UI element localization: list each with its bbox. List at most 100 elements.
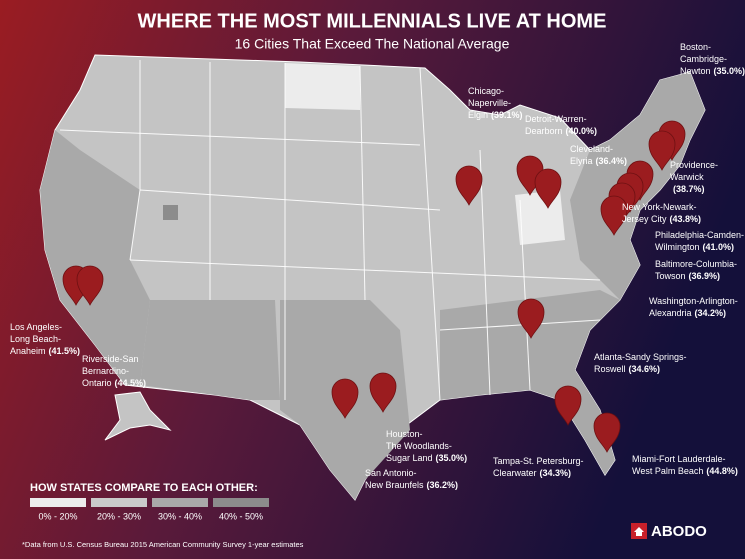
city-name-line: Warwick: [670, 172, 704, 182]
city-name: Roswell (34.6%): [594, 364, 660, 374]
pin: [554, 385, 582, 426]
city-name-line: Providence-: [670, 160, 718, 170]
city-percent: (35.0%): [714, 66, 745, 76]
city-name: New York-Newark-: [622, 202, 697, 212]
city-name-line: New Braunfels: [365, 480, 424, 490]
city-name: Philadelphia-Camden-: [655, 230, 744, 240]
city-name-line: Riverside-San: [82, 354, 139, 364]
city-name-line: Wilmington: [655, 242, 700, 252]
pin: [534, 168, 562, 209]
city-name-line: Houston-: [386, 429, 423, 439]
city-name: Cleveland-: [570, 144, 613, 154]
city-percent: (36.9%): [689, 271, 721, 281]
city-label: Atlanta-Sandy Springs- Roswell (34.6%): [594, 352, 687, 374]
region-north-dakota: [285, 63, 360, 110]
city-name-line: Long Beach-: [10, 334, 61, 344]
city-label: Baltimore-Columbia- Towson (36.9%): [655, 259, 737, 281]
city-name-line: Tampa-St. Petersburg-: [493, 456, 584, 466]
region-west: [40, 130, 150, 385]
logo: ABODO: [631, 523, 707, 540]
legend: 0% - 20% 20% - 30% 30% - 40% 40% - 50%: [30, 498, 269, 521]
city-name: Houston-: [386, 429, 423, 439]
legend-label: 0% - 20%: [38, 511, 77, 521]
city-name: West Palm Beach (44.8%): [632, 466, 738, 476]
city-name: Long Beach-: [10, 334, 61, 344]
city-name: Washington-Arlington-: [649, 296, 738, 306]
pin: [648, 130, 676, 171]
city-label: Detroit-Warren- Dearborn (40.0%): [525, 114, 597, 136]
city-percent: (44.5%): [115, 378, 147, 388]
city-percent: (36.2%): [427, 480, 459, 490]
city-name-line: Newton: [680, 66, 711, 76]
city-name: Warwick: [670, 172, 704, 182]
city-percent: (44.8%): [706, 466, 738, 476]
city-name-line: Miami-Fort Lauderdale-: [632, 454, 726, 464]
city-name-line: Elgin: [468, 110, 488, 120]
pin: [517, 298, 545, 339]
city-percent: (34.6%): [629, 364, 661, 374]
city-name: Wilmington (41.0%): [655, 242, 734, 252]
pin: [331, 378, 359, 419]
city-name: Boston-: [680, 42, 711, 52]
city-name-line: Naperville-: [468, 98, 511, 108]
city-name-line: New York-Newark-: [622, 202, 697, 212]
city-name-line: Detroit-Warren-: [525, 114, 587, 124]
city-name-line: Towson: [655, 271, 686, 281]
city-name: (38.7%): [673, 184, 705, 194]
city-percent: (34.2%): [695, 308, 727, 318]
city-name-line: Cambridge-: [680, 54, 727, 64]
city-name: Providence-: [670, 160, 718, 170]
city-name: Anaheim (41.5%): [10, 346, 80, 356]
city-name-line: Cleveland-: [570, 144, 613, 154]
title: WHERE THE MOST MILLENNIALS LIVE AT HOME: [138, 10, 607, 32]
city-name: Tampa-St. Petersburg-: [493, 456, 584, 466]
city-percent: (35.0%): [436, 453, 468, 463]
city-name: Bernardino-: [82, 366, 129, 376]
city-name: Elgin (39.1%): [468, 110, 523, 120]
city-name: Clearwater (34.3%): [493, 468, 571, 478]
city-name: Ontario (44.5%): [82, 378, 146, 388]
city-name-line: West Palm Beach: [632, 466, 703, 476]
city-name: Newton (35.0%): [680, 66, 745, 76]
city-label: San Antonio- New Braunfels (36.2%): [365, 468, 458, 490]
region-utah-spot: [163, 205, 178, 220]
city-percent: (39.1%): [491, 110, 523, 120]
legend-label: 40% - 50%: [219, 511, 263, 521]
legend-swatch: [91, 498, 147, 507]
city-name-line: Clearwater: [493, 468, 537, 478]
city-name: The Woodlands-: [386, 441, 452, 451]
city-percent: (41.5%): [49, 346, 81, 356]
city-percent: (38.7%): [673, 184, 705, 194]
city-name-line: Baltimore-Columbia-: [655, 259, 737, 269]
pin: [369, 372, 397, 413]
city-name-line: San Antonio-: [365, 468, 417, 478]
city-label: Boston- Cambridge- Newton (35.0%): [680, 42, 745, 76]
city-labels: Boston-Cambridge-Newton (35.0%)Chicago-Na…: [10, 42, 745, 490]
city-name-line: Roswell: [594, 364, 626, 374]
city-name-line: Anaheim: [10, 346, 46, 356]
city-label: New York-Newark- Jersey City (43.8%): [622, 202, 701, 224]
city-name-line: Sugar Land: [386, 453, 433, 463]
city-label: Cleveland- Elyria (36.4%): [570, 144, 627, 166]
city-name-line: The Woodlands-: [386, 441, 452, 451]
city-label: Riverside-San Bernardino- Ontario (44.5%): [82, 354, 146, 388]
city-name: Jersey City (43.8%): [622, 214, 701, 224]
city-name: Naperville-: [468, 98, 511, 108]
city-label: Chicago- Naperville- Elgin (39.1%): [468, 86, 523, 120]
city-name: Chicago-: [468, 86, 504, 96]
city-name: Miami-Fort Lauderdale-: [632, 454, 726, 464]
legend-swatch: [152, 498, 208, 507]
logo-text: ABODO: [651, 523, 707, 540]
city-name-line: Alexandria: [649, 308, 692, 318]
region-southwest: [140, 300, 280, 400]
legend-label: 30% - 40%: [158, 511, 202, 521]
legend-swatch: [30, 498, 86, 507]
city-label: Providence- Warwick (38.7%): [670, 160, 718, 194]
city-name-line: Los Angeles-: [10, 322, 62, 332]
city-name-line: Atlanta-Sandy Springs-: [594, 352, 687, 362]
city-name: Baltimore-Columbia-: [655, 259, 737, 269]
city-name-line: Ontario: [82, 378, 112, 388]
city-name: San Antonio-: [365, 468, 417, 478]
